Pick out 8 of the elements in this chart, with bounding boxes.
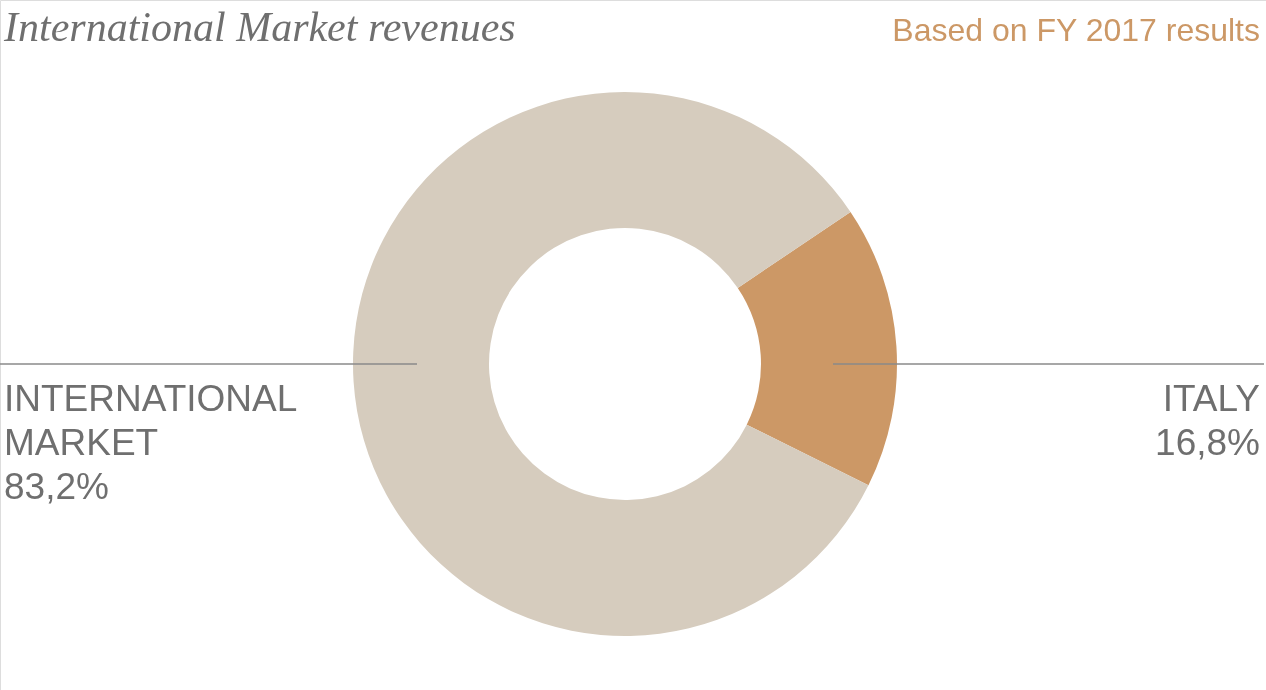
donut-slice bbox=[353, 92, 869, 636]
slice-label: ITALY bbox=[1162, 378, 1260, 419]
chart-title: International Market revenues bbox=[3, 4, 516, 50]
chart-subtitle: Based on FY 2017 results bbox=[892, 12, 1260, 48]
data-label: 83,2% bbox=[4, 466, 109, 507]
donut-slice bbox=[737, 211, 897, 486]
data-label: 16,8% bbox=[1155, 422, 1260, 463]
slice-label: INTERNATIONAL MARKET bbox=[4, 378, 298, 463]
